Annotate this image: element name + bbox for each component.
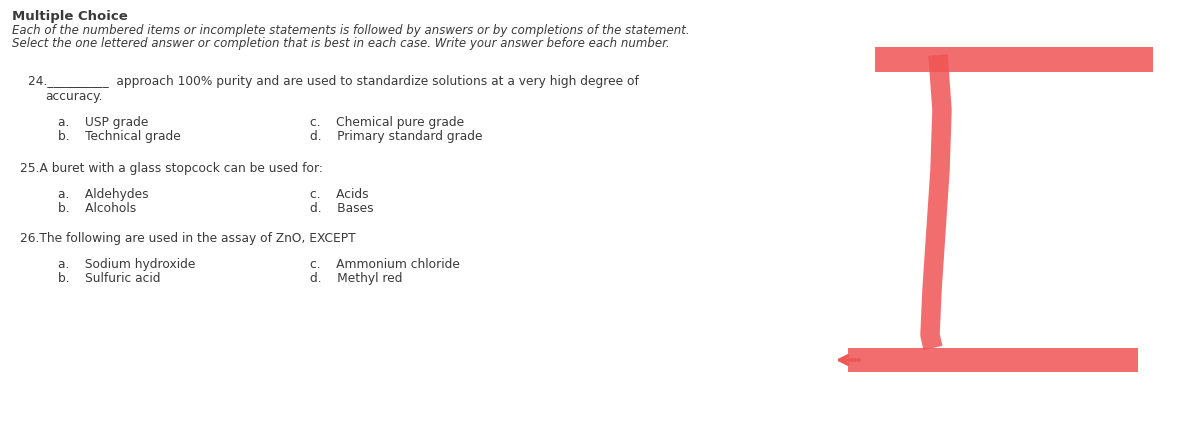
Text: b.    Technical grade: b. Technical grade: [58, 130, 181, 143]
Text: b.    Sulfuric acid: b. Sulfuric acid: [58, 272, 161, 285]
Text: 25.A buret with a glass stopcock can be used for:: 25.A buret with a glass stopcock can be …: [20, 162, 323, 175]
Text: c.    Acids: c. Acids: [310, 188, 368, 201]
Text: a.    Aldehydes: a. Aldehydes: [58, 188, 149, 201]
Text: Multiple Choice: Multiple Choice: [12, 10, 127, 23]
FancyBboxPatch shape: [848, 348, 1138, 372]
Text: d.    Bases: d. Bases: [310, 202, 373, 215]
Text: a.    USP grade: a. USP grade: [58, 116, 149, 129]
Text: d.    Methyl red: d. Methyl red: [310, 272, 402, 285]
Text: Each of the numbered items or incomplete statements is followed by answers or by: Each of the numbered items or incomplete…: [12, 24, 690, 37]
Text: Select the one lettered answer or completion that is best in each case. Write yo: Select the one lettered answer or comple…: [12, 37, 670, 50]
Text: d.    Primary standard grade: d. Primary standard grade: [310, 130, 482, 143]
Text: 24.__________  approach 100% purity and are used to standardize solutions at a v: 24.__________ approach 100% purity and a…: [28, 75, 638, 88]
Text: a.    Sodium hydroxide: a. Sodium hydroxide: [58, 258, 196, 271]
Text: accuracy.: accuracy.: [46, 90, 102, 103]
Text: b.    Alcohols: b. Alcohols: [58, 202, 137, 215]
FancyBboxPatch shape: [875, 47, 1153, 72]
Text: c.    Ammonium chloride: c. Ammonium chloride: [310, 258, 460, 271]
Text: 26.The following are used in the assay of ZnO, EXCEPT: 26.The following are used in the assay o…: [20, 232, 355, 245]
Text: c.    Chemical pure grade: c. Chemical pure grade: [310, 116, 464, 129]
